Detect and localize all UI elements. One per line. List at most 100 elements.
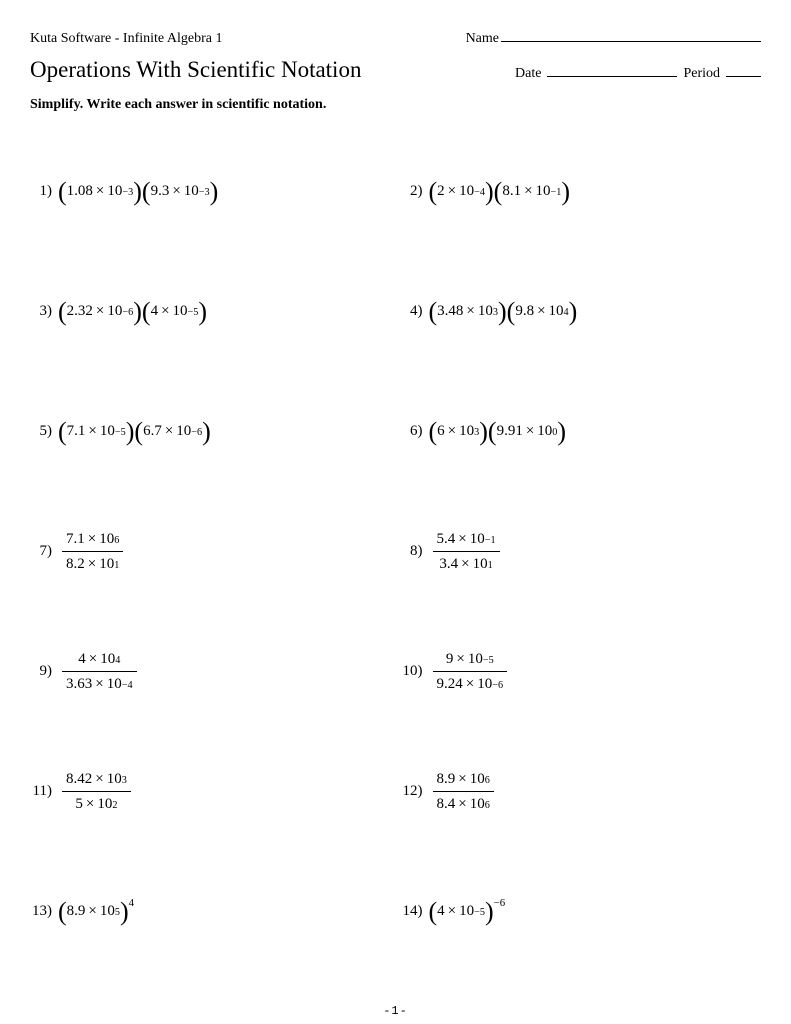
coefficient: 4 (78, 647, 86, 671)
right-paren: ) (120, 899, 129, 925)
left-paren: ( (494, 179, 503, 205)
fraction: 8.42×1035×102 (62, 767, 131, 816)
problem: 6)(6×103)(9.91×100) (401, 371, 762, 491)
times-symbol: × (85, 527, 99, 551)
date-blank-line[interactable] (547, 63, 677, 77)
name-label: Name (466, 31, 499, 47)
times-symbol: × (93, 303, 107, 320)
scientific-term: 4×10−5 (437, 903, 485, 920)
coefficient: 8.1 (502, 183, 521, 200)
scientific-term: 8.4×106 (437, 792, 490, 816)
times-symbol: × (463, 672, 477, 696)
numerator: 7.1×106 (62, 527, 123, 551)
coefficient: 9.3 (151, 183, 170, 200)
base-ten: 10 (107, 303, 122, 320)
expression: (8.9×105)4 (58, 898, 134, 924)
times-symbol: × (455, 767, 469, 791)
coefficient: 6 (437, 423, 445, 440)
left-paren: ( (429, 899, 438, 925)
numerator: 4×104 (74, 647, 124, 671)
base-ten: 10 (100, 903, 115, 920)
right-paren: ) (210, 179, 219, 205)
expression: (1.08×10−3)(9.3×10−3) (58, 178, 218, 204)
times-symbol: × (458, 552, 472, 576)
numerator: 9×10−5 (442, 647, 498, 671)
base-ten: 10 (473, 552, 488, 576)
problem-number: 4) (401, 303, 429, 320)
scientific-term: 4×10−5 (151, 303, 199, 320)
times-symbol: × (158, 303, 172, 320)
scientific-term: 1.08×10−3 (67, 183, 134, 200)
right-paren: ) (479, 419, 488, 445)
problem: 12)8.9×1068.4×106 (401, 731, 762, 851)
instructions: Simplify. Write each answer in scientifi… (30, 97, 761, 113)
right-paren: ) (485, 899, 494, 925)
fraction: 8.9×1068.4×106 (433, 767, 494, 816)
times-symbol: × (445, 903, 459, 920)
right-paren: ) (126, 419, 135, 445)
coefficient: 7.1 (67, 423, 86, 440)
coefficient: 8.9 (437, 767, 456, 791)
times-symbol: × (445, 423, 459, 440)
coefficient: 8.4 (437, 792, 456, 816)
base-ten: 10 (537, 423, 552, 440)
problem: 13)(8.9×105)4 (30, 851, 391, 971)
times-symbol: × (455, 527, 469, 551)
fraction: 5.4×10−13.4×101 (433, 527, 500, 576)
base-ten: 10 (536, 183, 551, 200)
period-blank-line[interactable] (726, 63, 761, 77)
left-paren: ( (58, 899, 67, 925)
left-paren: ( (429, 419, 438, 445)
coefficient: 1.08 (67, 183, 93, 200)
expression: (2×10−4)(8.1×10−1) (429, 178, 571, 204)
numerator: 8.9×106 (433, 767, 494, 791)
scientific-term: 3.48×103 (437, 303, 498, 320)
coefficient: 8.42 (66, 767, 92, 791)
scientific-term: 9×10−5 (446, 647, 494, 671)
coefficient: 6.7 (143, 423, 162, 440)
base-ten: 10 (107, 767, 122, 791)
problem-number: 1) (30, 183, 58, 200)
problem-number: 12) (401, 783, 429, 800)
times-symbol: × (455, 792, 469, 816)
base-ten: 10 (478, 303, 493, 320)
worksheet-title: Operations With Scientific Notation (30, 57, 361, 83)
problem: 4)(3.48×103)(9.8×104) (401, 251, 762, 371)
right-paren: ) (198, 299, 207, 325)
times-symbol: × (85, 423, 99, 440)
base-ten: 10 (97, 792, 112, 816)
right-paren: ) (133, 299, 142, 325)
coefficient: 8.9 (67, 903, 86, 920)
name-blank-line[interactable] (501, 28, 761, 42)
denominator: 3.63×10−4 (62, 672, 137, 696)
left-paren: ( (142, 299, 151, 325)
times-symbol: × (169, 183, 183, 200)
date-label: Date (515, 66, 541, 82)
left-paren: ( (134, 419, 143, 445)
problems-grid: 1)(1.08×10−3)(9.3×10−3)2)(2×10−4)(8.1×10… (30, 131, 761, 971)
times-symbol: × (162, 423, 176, 440)
date-period-fields: Date Period (515, 63, 761, 82)
problem: 1)(1.08×10−3)(9.3×10−3) (30, 131, 391, 251)
problem: 9)4×1043.63×10−4 (30, 611, 391, 731)
left-paren: ( (488, 419, 497, 445)
left-paren: ( (429, 179, 438, 205)
base-ten: 10 (459, 423, 474, 440)
software-name: Kuta Software - Infinite Algebra 1 (30, 31, 222, 47)
problem: 8)5.4×10−13.4×101 (401, 491, 762, 611)
numerator: 5.4×10−1 (433, 527, 500, 551)
scientific-term: 6.7×10−6 (143, 423, 202, 440)
base-ten: 10 (549, 303, 564, 320)
problem-number: 5) (30, 423, 58, 440)
denominator: 8.4×106 (433, 792, 494, 816)
left-paren: ( (58, 419, 67, 445)
right-paren: ) (569, 299, 578, 325)
coefficient: 3.4 (439, 552, 458, 576)
expression: 8.42×1035×102 (58, 767, 131, 816)
problem: 11)8.42×1035×102 (30, 731, 391, 851)
scientific-term: 8.9×105 (67, 903, 120, 920)
expression: (7.1×10−5)(6.7×10−6) (58, 418, 211, 444)
problem-number: 3) (30, 303, 58, 320)
scientific-term: 7.1×106 (66, 527, 119, 551)
times-symbol: × (445, 183, 459, 200)
